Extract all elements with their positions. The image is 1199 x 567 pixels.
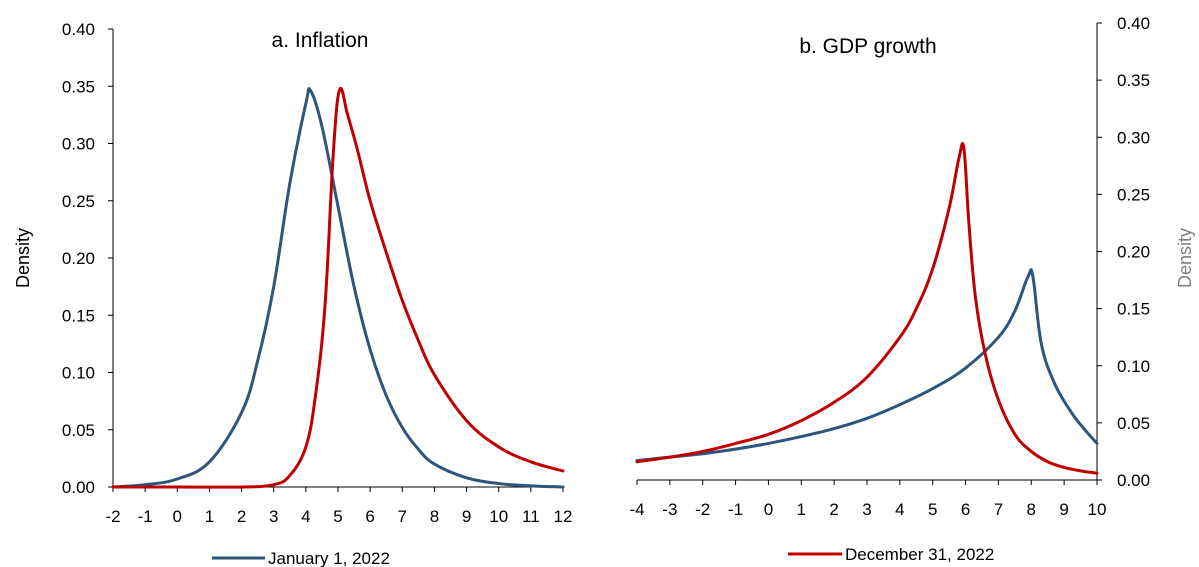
legend-december-label: December 31, 2022 xyxy=(845,545,994,564)
legend-december: December 31, 2022 xyxy=(788,545,994,564)
panel-a-x-tick-label: 4 xyxy=(301,507,310,526)
panel-a-y-tick-label: 0.00 xyxy=(62,478,95,497)
panel-a-series xyxy=(111,86,565,489)
panel-a-y-tick-label: 0.10 xyxy=(62,364,95,383)
panel-b-y-tick-label: 0.25 xyxy=(1117,185,1150,204)
panel-a-x-ticks: -2 -1 0 1 2 3 4 5 6 7 8 9 10 11 12 xyxy=(105,487,572,526)
panel-a-x-tick-label: -2 xyxy=(105,507,120,526)
panel-a-series-january-1-2022 xyxy=(111,87,565,489)
panel-gdp-growth: b. GDP growth Density 0.000.050.100.150.… xyxy=(629,14,1195,519)
panel-b-x-tick-label: 1 xyxy=(797,500,806,519)
panel-a-y-tick-label: 0.05 xyxy=(62,421,95,440)
panel-a-x-tick-label: 11 xyxy=(522,507,540,526)
panel-b-x-tick-label: -4 xyxy=(629,500,644,519)
panel-b-x-tick-label: 5 xyxy=(928,500,937,519)
legend-january-label: January 1, 2022 xyxy=(268,549,390,567)
panel-b-y-tick-label: 0.00 xyxy=(1117,471,1150,490)
panel-a-series-december-31-2022 xyxy=(111,86,565,489)
panel-b-x-tick-label: 3 xyxy=(862,500,871,519)
panel-a-x-tick-label: 3 xyxy=(269,507,278,526)
panel-b-y-tick-label: 0.35 xyxy=(1117,71,1150,90)
panel-b-series-january-1-2022 xyxy=(635,268,1099,463)
panel-a-y-ticks: 0.00 0.05 0.10 0.15 0.20 0.25 0.30 0.35 0.40 xyxy=(62,20,113,497)
panel-a-x-tick-label: 2 xyxy=(237,507,246,526)
panel-b-x-tick-label: 2 xyxy=(829,500,838,519)
panel-a-x-tick-label: 7 xyxy=(398,507,407,526)
panel-a-y-tick-label: 0.30 xyxy=(62,135,95,154)
panel-b-title: b. GDP growth xyxy=(799,35,936,58)
panel-b-x-tick-label: 6 xyxy=(961,500,970,519)
panel-inflation: a. Inflation Density 0.00 0.05 0.10 0.15 0.2… xyxy=(13,20,572,526)
panel-a-y-tick-label: 0.15 xyxy=(62,306,95,325)
panel-b-series xyxy=(635,142,1099,475)
panel-b-y-tick-label: 0.15 xyxy=(1117,300,1150,319)
panel-b-x-tick-label: 4 xyxy=(895,500,904,519)
panel-a-x-tick-label: -1 xyxy=(138,507,153,526)
panel-a-y-axis-label: Density xyxy=(13,228,33,288)
panel-b-y-tick-label: 0.05 xyxy=(1117,414,1150,433)
panel-b-x-tick-label: 7 xyxy=(994,500,1003,519)
panel-a-x-tick-label: 12 xyxy=(554,507,573,526)
panel-a-x-tick-label: 10 xyxy=(489,507,508,526)
panel-b-x-tick-label: -3 xyxy=(662,500,677,519)
panel-a-x-tick-label: 8 xyxy=(430,507,439,526)
panel-b-x-tick-label: 10 xyxy=(1088,500,1107,519)
panel-a-x-tick-label: 5 xyxy=(333,507,342,526)
panel-a-y-tick-label: 0.40 xyxy=(62,20,95,39)
panel-a-y-tick-label: 0.25 xyxy=(62,192,95,211)
panel-b-x-tick-label: 9 xyxy=(1059,500,1068,519)
panel-a-x-tick-label: 0 xyxy=(173,507,182,526)
panel-b-x-tick-label: 0 xyxy=(764,500,773,519)
panel-a-y-tick-label: 0.35 xyxy=(62,77,95,96)
panel-b-y-ticks: 0.00 0.05 0.10 0.15 0.20 0.25 0.30 0.35 0.40 xyxy=(1097,14,1150,490)
panel-b-x-ticks: -4 -3 -2 -1 0 1 2 3 4 5 6 7 8 9 10 xyxy=(629,480,1106,519)
panel-b-y-axis-label: Density xyxy=(1175,228,1195,288)
panel-a-y-tick-label: 0.20 xyxy=(62,249,95,268)
legend-january: January 1, 2022 xyxy=(212,549,390,567)
panel-a-x-tick-label: 1 xyxy=(205,507,214,526)
panel-b-y-tick-label: 0.40 xyxy=(1117,14,1150,33)
panel-b-y-tick-label: 0.10 xyxy=(1117,357,1150,376)
panel-a-x-tick-label: 6 xyxy=(365,507,374,526)
panel-a-title: a. Inflation xyxy=(272,29,369,52)
panel-b-series-december-31-2022 xyxy=(635,142,1099,475)
panel-b-x-tick-label: -2 xyxy=(695,500,710,519)
panel-b-x-tick-label: -1 xyxy=(728,500,743,519)
panel-b-y-tick-label: 0.20 xyxy=(1117,243,1150,262)
panel-b-x-tick-label: 8 xyxy=(1027,500,1036,519)
panel-b-y-tick-label: 0.30 xyxy=(1117,128,1150,147)
panel-a-x-tick-label: 9 xyxy=(462,507,471,526)
